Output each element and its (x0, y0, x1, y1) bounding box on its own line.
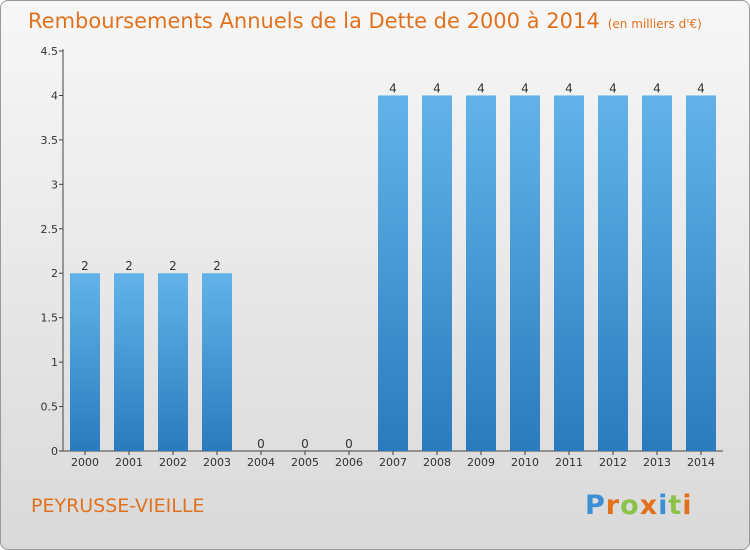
proxiti-logo: Proxiti (585, 490, 693, 521)
data-label: 4 (697, 81, 705, 95)
logo-letter: o (620, 490, 640, 521)
data-label: 4 (653, 81, 661, 95)
x-tick-label: 2006 (335, 456, 363, 469)
logo-letter: P (585, 490, 606, 521)
x-tick-label: 2002 (159, 456, 187, 469)
bar (642, 95, 672, 451)
logo-letter: i (658, 490, 669, 521)
x-tick-label: 2004 (247, 456, 275, 469)
place-name: PEYRUSSE-VIEILLE (31, 495, 205, 517)
x-tick-label: 2011 (555, 456, 583, 469)
data-label: 2 (125, 259, 133, 273)
bar (422, 95, 452, 451)
bar (554, 95, 584, 451)
data-label: 4 (565, 81, 573, 95)
bar (510, 95, 540, 451)
x-tick-label: 2001 (115, 456, 143, 469)
x-tick-label: 2008 (423, 456, 451, 469)
data-label: 4 (433, 81, 441, 95)
x-tick-label: 2014 (687, 456, 715, 469)
x-tick-label: 2010 (511, 456, 539, 469)
bar (378, 95, 408, 451)
y-tick-label: 0 (51, 445, 58, 458)
y-tick-label: 4 (51, 89, 58, 102)
logo-letter: t (668, 490, 683, 521)
data-label: 4 (521, 81, 529, 95)
data-label: 4 (609, 81, 617, 95)
chart-title: Remboursements Annuels de la Dette de 20… (28, 9, 702, 33)
chart-title-text: Remboursements Annuels de la Dette de 20… (28, 9, 600, 33)
y-tick-label: 4.5 (41, 45, 59, 58)
data-label: 4 (389, 81, 397, 95)
logo-letter: i (682, 490, 693, 521)
data-label: 4 (477, 81, 485, 95)
bar (686, 95, 716, 451)
bar (158, 273, 188, 451)
data-label: 2 (169, 259, 177, 273)
y-tick-label: 3 (51, 178, 58, 191)
bar (202, 273, 232, 451)
x-tick-label: 2012 (599, 456, 627, 469)
y-tick-label: 1 (51, 356, 58, 369)
y-tick-label: 2 (51, 267, 58, 280)
data-label: 2 (81, 259, 89, 273)
data-label: 0 (257, 437, 265, 451)
bar (70, 273, 100, 451)
bar (114, 273, 144, 451)
chart-unit: (en milliers d'€) (607, 17, 702, 31)
bar (598, 95, 628, 451)
data-label: 0 (345, 437, 353, 451)
y-tick-label: 2.5 (41, 223, 59, 236)
data-label: 0 (301, 437, 309, 451)
y-tick-label: 3.5 (41, 134, 59, 147)
x-tick-label: 2000 (71, 456, 99, 469)
x-tick-label: 2013 (643, 456, 671, 469)
y-tick-label: 1.5 (41, 312, 59, 325)
x-tick-label: 2003 (203, 456, 231, 469)
data-label: 2 (213, 259, 221, 273)
x-tick-label: 2007 (379, 456, 407, 469)
logo-letter: x (639, 490, 659, 521)
x-tick-label: 2009 (467, 456, 495, 469)
x-tick-label: 2005 (291, 456, 319, 469)
logo-letter: r (605, 490, 621, 521)
y-tick-label: 0.5 (41, 401, 59, 414)
bar (466, 95, 496, 451)
